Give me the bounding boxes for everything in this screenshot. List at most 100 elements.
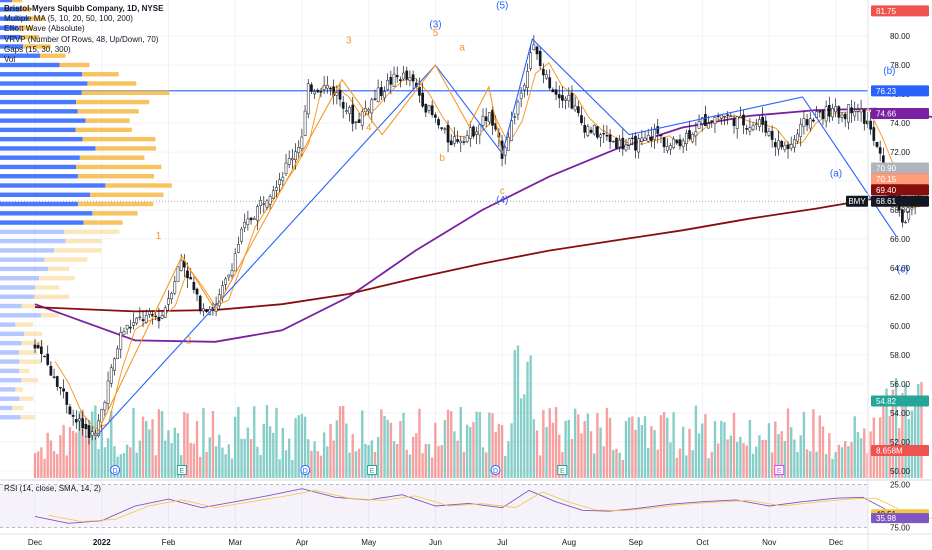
volume-bar — [828, 433, 831, 478]
volume-bar — [548, 408, 551, 478]
candle-down — [605, 135, 609, 137]
volume-bar — [710, 451, 713, 478]
volume-bar — [844, 440, 847, 478]
candle-down — [74, 419, 78, 423]
candle-up — [713, 116, 717, 124]
volume-bar — [894, 378, 898, 478]
candle-up — [287, 158, 291, 165]
candle-down — [36, 345, 40, 349]
candle-up — [278, 179, 282, 185]
candle-down — [570, 93, 574, 109]
volume-bar — [519, 398, 523, 478]
profile-down — [82, 136, 156, 142]
volume-bar — [573, 408, 577, 478]
dividend-marker[interactable]: D — [300, 465, 311, 476]
candle-up — [513, 116, 517, 118]
candle-down — [49, 365, 53, 376]
dividend-marker[interactable]: D — [490, 465, 501, 476]
volume-bar — [176, 433, 180, 478]
volume-bar — [691, 450, 694, 478]
candle-down — [341, 101, 345, 109]
candle-up — [268, 196, 272, 205]
volume-bar — [615, 448, 618, 478]
candle-up — [532, 44, 536, 50]
candle-up — [202, 308, 205, 312]
volume-bar — [856, 432, 860, 478]
volume-bar — [504, 456, 507, 478]
volume-bar — [697, 433, 701, 478]
candle-down — [472, 126, 475, 137]
dividend-marker[interactable]: D — [110, 465, 121, 476]
wave-label-orange: 3 — [346, 35, 352, 46]
candle-up — [265, 200, 269, 208]
legend-line-ma: Multiple MA (5, 10, 20, 50, 100, 200) — [4, 14, 133, 24]
volume-bar — [770, 452, 774, 478]
volume-bar — [453, 431, 456, 478]
candle-down — [205, 309, 208, 312]
earnings-marker[interactable]: E — [557, 465, 568, 476]
wave-label-blue: (a) — [830, 169, 842, 180]
volume-bar — [297, 415, 300, 478]
earnings-marker[interactable]: E — [176, 465, 187, 476]
candle-up — [681, 140, 685, 147]
price-tick-label: 62.00 — [890, 293, 911, 302]
earnings-marker[interactable]: E — [367, 465, 378, 476]
volume-bar — [526, 361, 529, 478]
profile-down — [83, 220, 123, 225]
volume-bar — [789, 427, 793, 478]
candle-up — [691, 134, 695, 143]
profile-up — [0, 313, 41, 318]
marker-shape — [774, 465, 785, 475]
ma-fast-line — [54, 62, 923, 430]
candle-up — [335, 92, 339, 96]
time-tick-label: Jul — [497, 538, 507, 547]
volume-bar — [554, 407, 558, 478]
volume-bar — [411, 436, 415, 478]
marker-label: E — [777, 468, 782, 475]
candle-down — [71, 414, 75, 417]
candle-up — [793, 139, 796, 148]
volume-bar — [402, 412, 405, 478]
price-tag — [871, 85, 929, 97]
volume-bar — [732, 412, 736, 478]
volume-bar — [338, 406, 342, 478]
volume-bar — [507, 441, 510, 478]
profile-up — [0, 90, 82, 95]
price-tick-label: 74.00 — [890, 119, 911, 128]
marker-label: D — [493, 468, 498, 475]
profile-down — [24, 331, 43, 337]
profile-up — [0, 220, 84, 225]
volume-bar — [148, 429, 151, 478]
volume-bar — [532, 419, 536, 478]
candle-up — [847, 104, 850, 123]
volume-bar — [36, 451, 40, 478]
price-tag — [871, 195, 929, 207]
volume-bar — [882, 404, 885, 478]
volume-bar — [405, 449, 408, 478]
earnings-marker[interactable]: E — [774, 465, 785, 476]
price-tag-label: 68.61 — [876, 197, 897, 206]
volume-bar — [809, 451, 812, 478]
volume-bar — [389, 422, 393, 478]
candle-down — [710, 120, 714, 123]
volume-bar — [831, 458, 834, 478]
profile-down — [81, 90, 170, 95]
candle-up — [370, 99, 374, 114]
candle-down — [742, 114, 745, 126]
profile-down — [77, 174, 155, 179]
price-tag-label: 81.75 — [876, 7, 897, 16]
volume-bar — [847, 446, 850, 478]
candle-down — [786, 144, 790, 149]
candle-up — [754, 123, 758, 125]
candle-down — [84, 423, 88, 430]
candle-down — [538, 50, 542, 66]
candle-down — [128, 326, 132, 329]
volume-bar — [605, 407, 609, 478]
price-tick-label: 64.00 — [890, 264, 911, 273]
volume-bar — [275, 407, 278, 478]
price-tick-label: 80.00 — [890, 32, 911, 41]
volume-bar — [885, 388, 888, 478]
candle-up — [488, 112, 491, 123]
